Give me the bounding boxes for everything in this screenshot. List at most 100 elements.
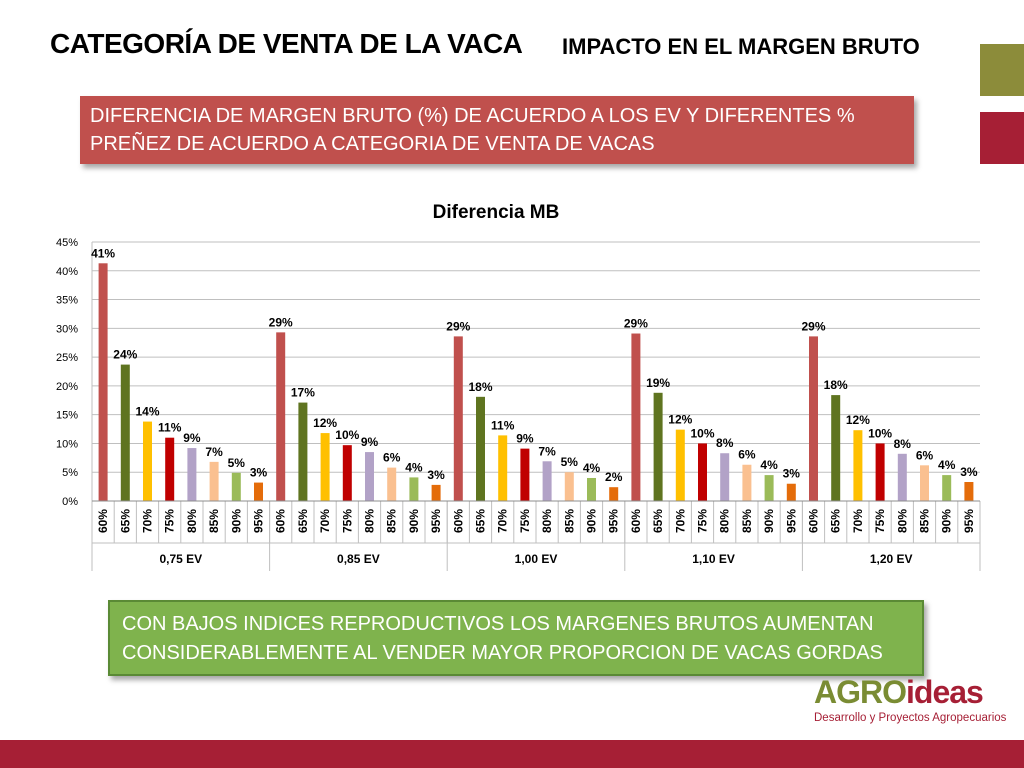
data-label: 6% [383, 451, 401, 465]
group-label: 1,10 EV [692, 552, 735, 566]
y-tick-label: 30% [56, 323, 78, 335]
bar [675, 429, 685, 501]
category-tick-label: 65% [118, 509, 132, 533]
bar [98, 263, 108, 501]
page-title: CATEGORÍA DE VENTA DE LA VACA [50, 28, 523, 59]
data-label: 5% [561, 455, 579, 469]
logo-agro-text: AGRO [814, 674, 907, 710]
data-label: 41% [91, 246, 115, 260]
category-tick-label: 60% [807, 509, 821, 533]
category-tick-label: 65% [829, 509, 843, 533]
side-accent-red [980, 112, 1024, 164]
y-tick-label: 15% [56, 410, 78, 422]
category-tick-label: 85% [740, 509, 754, 533]
bar [342, 445, 352, 501]
category-tick-label: 60% [96, 509, 110, 533]
bar [942, 475, 952, 501]
bar [853, 430, 863, 501]
y-tick-label: 45% [56, 237, 78, 249]
bar [631, 333, 641, 501]
data-label: 10% [690, 426, 714, 440]
data-label: 7% [205, 445, 223, 459]
footer-bar [0, 740, 1024, 768]
data-label: 2% [605, 470, 623, 484]
category-tick-label: 80% [718, 509, 732, 533]
bar [520, 448, 530, 501]
logo-ideas-text: ideas [906, 674, 984, 710]
data-label: 4% [583, 461, 601, 475]
bar [587, 477, 596, 501]
category-tick-label: 85% [918, 509, 932, 533]
agroideas-logo: AGROideas Desarrollo y Proyectos Agropec… [814, 674, 1014, 734]
conclusion-line-2: CONSIDERABLEMENTE AL VENDER MAYOR PROPOR… [122, 642, 883, 664]
bar [120, 364, 130, 501]
data-label: 8% [716, 436, 734, 450]
bar [897, 453, 907, 501]
category-tick-label: 70% [851, 509, 865, 533]
category-tick-label: 75% [340, 509, 354, 533]
category-tick-label: 90% [407, 509, 421, 533]
bar [476, 396, 485, 501]
data-label: 11% [491, 418, 515, 432]
data-label: 9% [361, 435, 379, 449]
data-label: 9% [183, 431, 201, 445]
data-label: 29% [446, 319, 470, 333]
bar [209, 461, 219, 501]
y-tick-label: 10% [56, 438, 78, 450]
y-tick-label: 20% [56, 381, 78, 393]
data-label: 12% [313, 416, 337, 430]
category-tick-label: 65% [296, 509, 310, 533]
y-tick-label: 35% [56, 295, 78, 307]
data-label: 4% [938, 458, 956, 472]
category-tick-label: 60% [629, 509, 643, 533]
bar [831, 395, 841, 501]
category-tick-label: 80% [363, 509, 377, 533]
group-label: 0,75 EV [159, 552, 202, 566]
category-tick-label: 70% [496, 509, 510, 533]
category-tick-label: 95% [962, 509, 976, 533]
logo-tagline: Desarrollo y Proyectos Agropecuarios [814, 712, 1007, 724]
conclusion-box: CON BAJOS INDICES REPRODUCTIVOS LOS MARG… [108, 600, 924, 676]
category-tick-label: 95% [252, 509, 266, 533]
bar [809, 336, 818, 501]
category-tick-label: 95% [784, 509, 798, 533]
data-label: 10% [868, 426, 892, 440]
info-box: DIFERENCIA DE MARGEN BRUTO (%) DE ACUERD… [80, 96, 914, 164]
info-box-line-1: DIFERENCIA DE MARGEN BRUTO (%) DE ACUERD… [90, 105, 855, 127]
bar [431, 484, 441, 501]
category-tick-label: 85% [385, 509, 399, 533]
logo-wordmark: AGROideas [814, 674, 1014, 710]
bar [187, 448, 197, 501]
bar [609, 487, 619, 501]
data-label: 12% [668, 413, 692, 427]
category-tick-label: 90% [762, 509, 776, 533]
bar [653, 392, 663, 501]
category-tick-label: 75% [873, 509, 887, 533]
category-tick-label: 85% [562, 509, 576, 533]
data-label: 3% [783, 467, 801, 481]
chart-title: Diferencia MB [433, 202, 560, 223]
y-tick-label: 40% [56, 266, 78, 278]
bar [387, 467, 397, 501]
bar [254, 482, 263, 501]
category-tick-label: 60% [274, 509, 288, 533]
category-tick-label: 75% [518, 509, 532, 533]
category-tick-label: 70% [141, 509, 155, 533]
bar [365, 452, 374, 501]
y-tick-label: 5% [62, 467, 78, 479]
data-label: 18% [824, 378, 848, 392]
group-label: 1,00 EV [515, 552, 558, 566]
data-label: 17% [291, 386, 315, 400]
category-tick-label: 65% [474, 509, 488, 533]
category-tick-label: 95% [429, 509, 443, 533]
bar [143, 421, 152, 501]
bar [720, 453, 730, 501]
data-label: 3% [960, 465, 978, 479]
bar [698, 443, 707, 501]
data-label: 12% [846, 413, 870, 427]
category-tick-label: 90% [229, 509, 243, 533]
category-tick-label: 65% [651, 509, 665, 533]
data-label: 11% [158, 421, 182, 435]
category-tick-label: 75% [163, 509, 177, 533]
side-accent-olive [980, 44, 1024, 96]
